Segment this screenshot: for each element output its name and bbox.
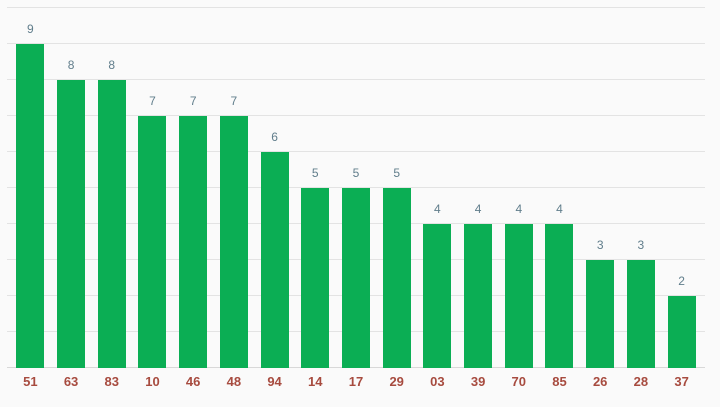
gridline: [7, 43, 705, 44]
x-axis-label: 29: [389, 374, 404, 389]
bar[interactable]: [301, 188, 330, 368]
x-axis-label: 85: [552, 374, 567, 389]
bar-value-label: 5: [311, 166, 319, 180]
bar[interactable]: [464, 224, 493, 368]
bar-value-label: 4: [434, 202, 441, 216]
gridline: [7, 115, 705, 116]
bar[interactable]: [16, 44, 45, 368]
bar-column: 7: [214, 8, 255, 368]
gridline: [7, 79, 705, 80]
x-axis-label: 48: [226, 374, 242, 389]
x-axis-label: 63: [63, 374, 79, 389]
bar-column: 5: [376, 8, 417, 368]
bar[interactable]: [138, 116, 167, 368]
x-axis-label: 46: [185, 374, 201, 389]
bar-column: 7: [173, 8, 214, 368]
bar-column: 8: [51, 8, 92, 368]
bar-value-label: 5: [352, 166, 360, 180]
x-axis-label: 37: [674, 374, 689, 389]
bars-container: 9 8 8 7 7 7 6 5 5 5 4 4 4 4 3 3 2: [10, 8, 702, 368]
bar-value-label: 6: [271, 130, 278, 144]
x-axis-label: 51: [23, 374, 38, 389]
bar[interactable]: [341, 188, 370, 368]
bar[interactable]: [179, 116, 208, 368]
bar[interactable]: [423, 224, 452, 368]
bar-column: 2: [661, 8, 702, 368]
bar-value-label: 5: [393, 166, 401, 180]
x-axis: 51 63 83 10 46 48 94 14 17 29 03 39 70 85 26 28 37: [10, 374, 702, 389]
bar-value-label: 9: [27, 22, 34, 36]
bar[interactable]: [97, 80, 126, 368]
bar-column: 5: [295, 8, 336, 368]
x-axis-label: 26: [592, 374, 608, 389]
gridline: [7, 151, 705, 152]
bar[interactable]: [57, 80, 86, 368]
bar[interactable]: [586, 260, 615, 368]
bar-column: 4: [539, 8, 580, 368]
bar-column: 3: [621, 8, 662, 368]
bar[interactable]: [260, 152, 289, 368]
bar-column: 4: [417, 8, 458, 368]
bar-column: 6: [254, 8, 295, 368]
bar-value-label: 3: [596, 238, 604, 252]
bar-value-label: 7: [189, 94, 197, 108]
x-axis-label: 83: [104, 374, 119, 389]
bar-column: 5: [336, 8, 377, 368]
bar-value-label: 3: [637, 238, 645, 252]
x-axis-label: 10: [145, 374, 160, 389]
bar-column: 4: [498, 8, 539, 368]
x-axis-label: 03: [430, 374, 445, 389]
x-axis-label: 70: [511, 374, 527, 389]
bar-column: 3: [580, 8, 621, 368]
bar[interactable]: [504, 224, 533, 368]
gridline: [7, 7, 705, 8]
x-axis-label: 28: [633, 374, 649, 389]
bar[interactable]: [667, 296, 696, 368]
x-axis-label: 14: [308, 374, 323, 389]
bar-value-label: 4: [515, 202, 523, 216]
gridline: [7, 187, 705, 188]
bar[interactable]: [545, 224, 574, 368]
bar-value-label: 7: [230, 94, 238, 108]
bar-value-label: 8: [108, 58, 116, 72]
bar[interactable]: [626, 260, 655, 368]
bar-value-label: 7: [149, 94, 156, 108]
bar-value-label: 4: [556, 202, 563, 216]
x-axis-label: 94: [267, 374, 282, 389]
bar-column: 8: [91, 8, 132, 368]
bar-value-label: 4: [474, 202, 482, 216]
x-axis-label: 17: [348, 374, 364, 389]
bar[interactable]: [219, 116, 248, 368]
bar-column: 9: [10, 8, 51, 368]
x-axis-label: 39: [470, 374, 486, 389]
bar-value-label: 2: [678, 274, 685, 288]
bar-value-label: 8: [67, 58, 75, 72]
bar-column: 7: [132, 8, 173, 368]
bar-column: 4: [458, 8, 499, 368]
bar[interactable]: [382, 188, 411, 368]
